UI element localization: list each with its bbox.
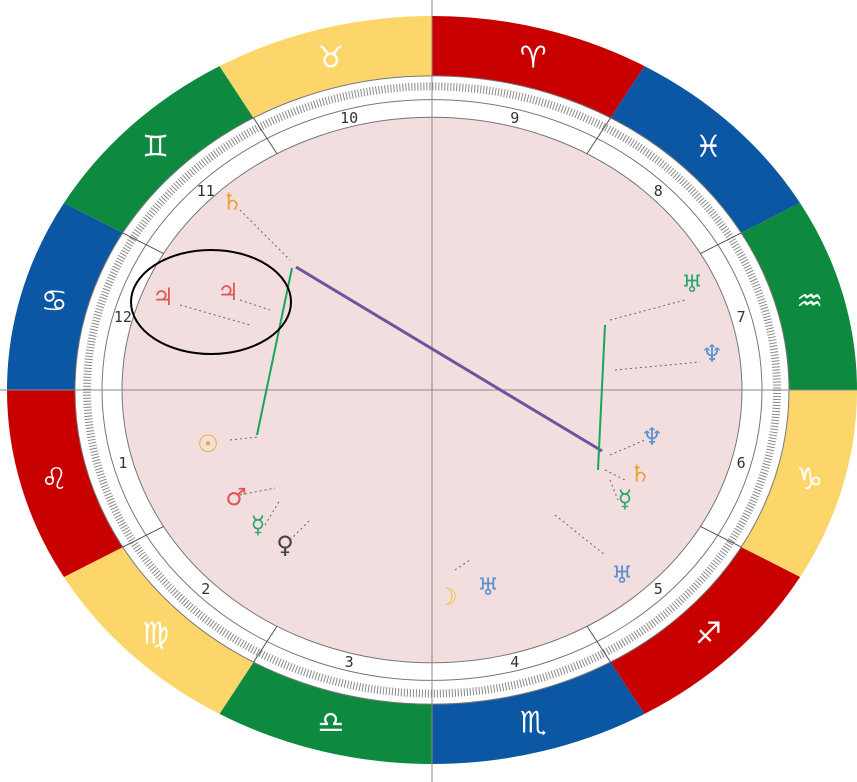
house-number-6: 6: [737, 454, 746, 472]
aspect-line: [295, 265, 603, 453]
aries-glyph-icon: ♈: [520, 41, 547, 76]
leader-line: [609, 479, 619, 501]
leader-line: [614, 361, 701, 371]
sign-segment-scorpio: [432, 662, 645, 764]
uranus-lower-icon: ♅: [477, 573, 499, 601]
venus-icon: ♀: [276, 531, 294, 559]
neptune-1-icon: ♆: [701, 340, 723, 368]
house-number-10: 10: [340, 109, 358, 127]
virgo-glyph-icon: ♍: [142, 616, 169, 651]
house-number-8: 8: [654, 182, 663, 200]
taurus-glyph-icon: ♉: [317, 41, 344, 76]
sign-segment-aquarius: [741, 203, 857, 390]
sign-segment-leo: [7, 390, 123, 577]
sign-segment-cancer: [7, 203, 123, 390]
sign-segment-aries: [432, 16, 645, 118]
house-cusp-line: [122, 525, 164, 548]
leader-line: [609, 439, 646, 456]
jupiter-highlight-ellipse: [130, 249, 292, 355]
sign-segment-sagittarius: [610, 547, 801, 714]
cancer-glyph-icon: ♋: [41, 284, 68, 319]
saturn-lower-icon: ♄: [629, 460, 651, 488]
libra-glyph-icon: ♎: [317, 705, 344, 740]
sagittarius-glyph-icon: ♐: [695, 616, 722, 651]
house-cusp-line: [253, 117, 278, 155]
jupiter-1-icon: ♃: [152, 283, 174, 311]
jupiter-2-icon: ♃: [217, 278, 239, 306]
house-number-2: 2: [201, 580, 210, 598]
sun-icon: ☉: [197, 430, 219, 458]
zodiac-ring: ♈ ♓ ♒ ♑ ♐ ♏ ♎ ♍ ♌ ♋ ♊ ♉: [7, 16, 857, 764]
house-number-9: 9: [510, 109, 519, 127]
house-number-5: 5: [654, 580, 663, 598]
mercury-icon: ☿: [251, 511, 266, 539]
leo-glyph-icon: ♌: [41, 462, 68, 497]
house-cusp-line: [586, 625, 611, 663]
pisces-glyph-icon: ♓: [695, 130, 722, 165]
aspect-lines: [179, 209, 701, 571]
leader-line: [239, 209, 291, 261]
sign-segment-gemini: [63, 66, 254, 233]
leader-line: [454, 559, 471, 571]
sign-segment-taurus: [219, 16, 432, 118]
scorpio-glyph-icon: ♏: [520, 705, 547, 740]
leader-line: [179, 304, 251, 326]
aspect-line: [256, 267, 293, 436]
house-cusp-line: [700, 232, 742, 255]
sign-segment-capricorn: [741, 390, 857, 577]
mercury-right-icon: ☿: [618, 485, 633, 513]
house-number-3: 3: [345, 653, 354, 671]
leader-line: [239, 487, 276, 496]
house-number-4: 4: [510, 653, 519, 671]
gemini-glyph-icon: ♊: [142, 130, 169, 165]
house-cusp-line: [586, 117, 611, 155]
house-number-1: 1: [118, 454, 127, 472]
uranus-right-icon: ♅: [611, 561, 633, 589]
uranus-upper-icon: ♅: [681, 270, 703, 298]
planet-glyphs: ♄♃ ♃☉♂☿♀☽ ♅ ♅♆♆♅♄☿: [152, 188, 723, 611]
aspect-line: [597, 324, 606, 471]
house-number-12: 12: [114, 308, 132, 326]
house-number-7: 7: [737, 308, 746, 326]
leader-line: [554, 514, 606, 556]
house-cusp-line: [253, 625, 278, 663]
neptune-2-icon: ♆: [641, 423, 663, 451]
sign-segment-pisces: [610, 66, 801, 233]
house-cusp-line: [700, 525, 742, 548]
sign-segment-libra: [219, 662, 432, 764]
aquarius-glyph-icon: ♒: [796, 284, 823, 319]
mars-icon: ♂: [225, 483, 247, 511]
moon-icon: ☽: [436, 583, 458, 611]
saturn-upper-icon: ♄: [221, 188, 243, 216]
house-cusp-line: [122, 232, 164, 255]
sign-segment-virgo: [63, 547, 254, 714]
capricorn-glyph-icon: ♑: [796, 462, 823, 497]
house-number-11: 11: [197, 182, 215, 200]
leader-line: [604, 469, 626, 481]
highlight-ellipse: [130, 249, 292, 355]
leader-line: [239, 299, 271, 311]
